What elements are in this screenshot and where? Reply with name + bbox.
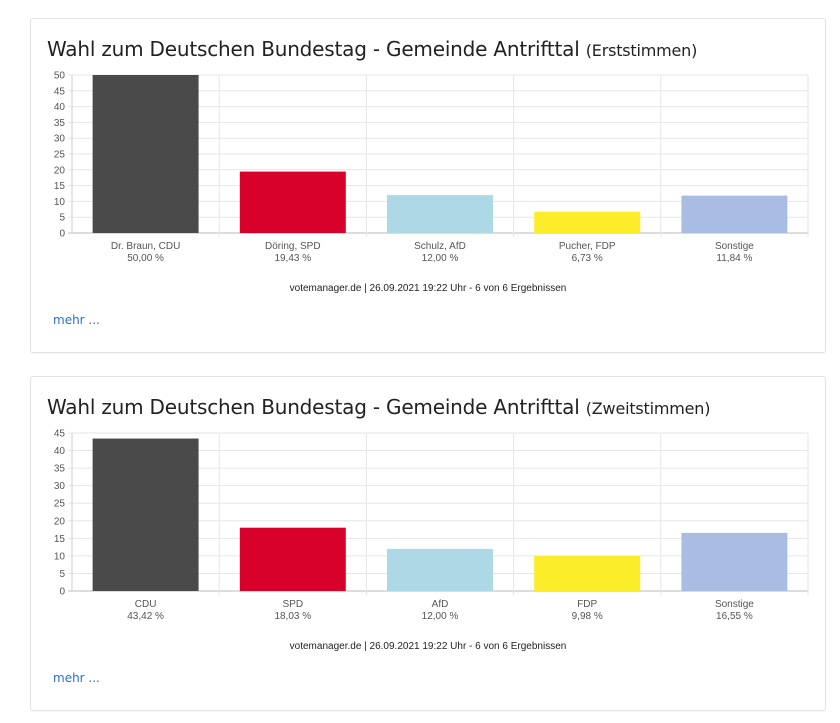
percent-label: 12,00 %: [422, 253, 459, 264]
more-link[interactable]: mehr ...: [53, 313, 100, 327]
percent-label: 50,00 %: [127, 253, 164, 264]
chart-subtitle: (Erststimmen): [585, 41, 698, 60]
bar: [387, 548, 493, 591]
y-tick-label: 15: [54, 181, 66, 192]
bar: [534, 211, 641, 233]
category-label: Sonstige: [715, 599, 754, 610]
percent-label: 16,55 %: [716, 611, 753, 622]
percent-label: 9,98 %: [572, 611, 603, 622]
y-tick-label: 20: [54, 165, 66, 176]
percent-label: 19,43 %: [274, 253, 311, 264]
y-tick-label: 0: [59, 229, 65, 240]
y-tick-label: 30: [54, 481, 66, 492]
bar: [681, 195, 788, 233]
percent-label: 43,42 %: [127, 611, 164, 622]
y-tick-label: 25: [54, 150, 66, 161]
y-tick-label: 5: [59, 213, 65, 224]
chart-subtitle: (Zweitstimmen): [585, 399, 711, 418]
bar: [239, 527, 346, 591]
y-tick-label: 25: [54, 499, 66, 510]
category-label: CDU: [135, 599, 157, 610]
y-tick-label: 10: [54, 197, 66, 208]
category-label: Dr. Braun, CDU: [111, 241, 180, 252]
y-tick-label: 45: [54, 86, 66, 97]
y-tick-label: 20: [54, 516, 66, 527]
percent-label: 12,00 %: [422, 611, 459, 622]
y-tick-label: 50: [54, 71, 66, 82]
chart-title: Wahl zum Deutschen Bundestag - Gemeinde …: [47, 395, 711, 419]
y-tick-label: 45: [54, 429, 66, 440]
source-info: votemanager.de | 26.09.2021 19:22 Uhr - …: [289, 283, 567, 294]
y-tick-label: 5: [59, 569, 65, 580]
chart-panel-erststimmen: Wahl zum Deutschen Bundestag - Gemeinde …: [30, 18, 826, 353]
y-tick-label: 0: [59, 587, 65, 598]
category-label: Pucher, FDP: [559, 241, 616, 252]
category-label: SPD: [283, 599, 304, 610]
y-tick-label: 35: [54, 464, 66, 475]
y-tick-label: 15: [54, 534, 66, 545]
chart-title: Wahl zum Deutschen Bundestag - Gemeinde …: [47, 37, 698, 61]
percent-label: 18,03 %: [274, 611, 311, 622]
percent-label: 11,84 %: [716, 253, 752, 264]
bar: [92, 438, 199, 591]
y-tick-label: 40: [54, 446, 66, 457]
category-label: FDP: [577, 599, 597, 610]
percent-label: 6,73 %: [572, 253, 603, 264]
bar: [239, 171, 346, 233]
source-info: votemanager.de | 26.09.2021 19:22 Uhr - …: [289, 641, 567, 652]
chart-panel-zweitstimmen: Wahl zum Deutschen Bundestag - Gemeinde …: [30, 376, 826, 711]
bar: [534, 555, 641, 591]
category-label: Döring, SPD: [265, 241, 321, 252]
y-tick-label: 10: [54, 551, 66, 562]
category-label: AfD: [432, 599, 449, 610]
category-label: Schulz, AfD: [414, 241, 466, 252]
more-link[interactable]: mehr ...: [53, 671, 100, 685]
bar-chart-erststimmen: 0 5 10 15 20 25 30 35 40 45 50 Dr. Braun, CDU50,00 …: [54, 71, 809, 264]
bar: [92, 75, 199, 233]
y-tick-label: 35: [54, 118, 66, 129]
y-tick-label: 40: [54, 102, 66, 113]
y-tick-label: 30: [54, 134, 66, 145]
category-label: Sonstige: [715, 241, 754, 252]
bar: [387, 195, 493, 233]
bar: [681, 532, 788, 591]
